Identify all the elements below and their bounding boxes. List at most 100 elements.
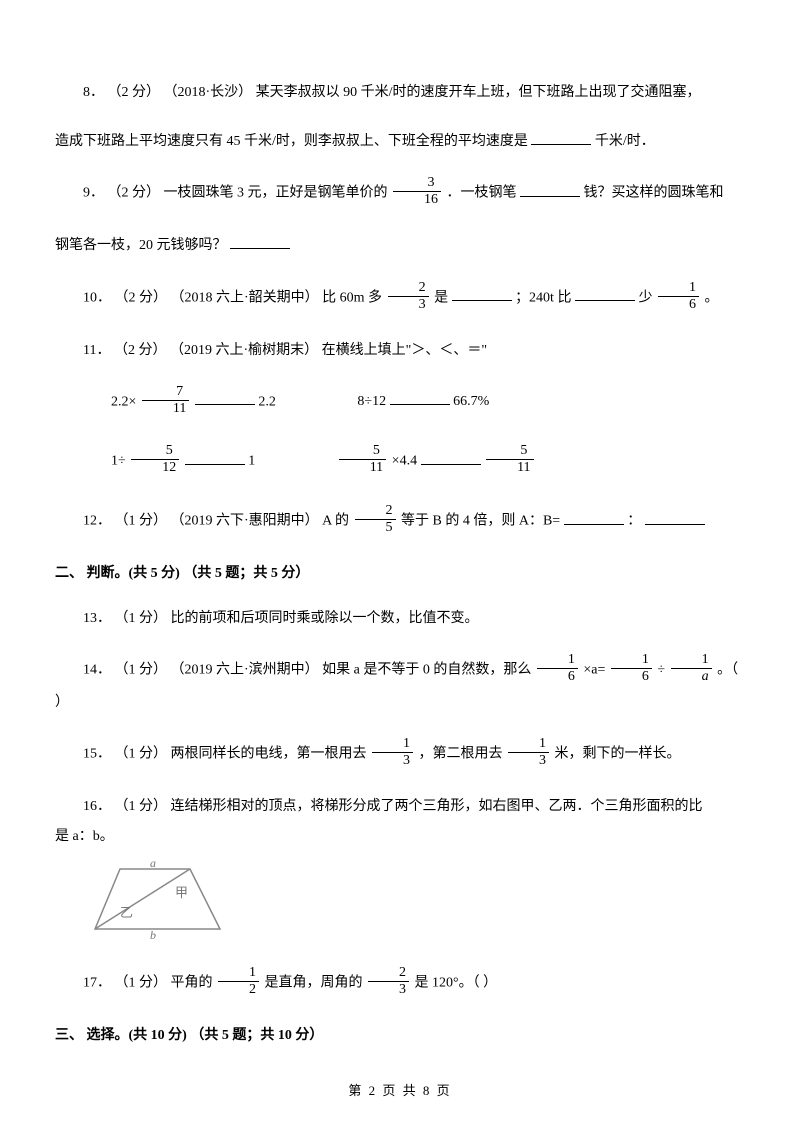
answer-blank[interactable] (452, 287, 512, 301)
eq-item: 1÷ 5 12 1 (83, 446, 255, 478)
question-9-line2: 钢笔各一枝，20 元钱够吗？ (55, 233, 745, 258)
q-text: 连结梯形相对的顶点，将梯形分成了两个三角形，如右图甲、乙两．个三角形面积的比 (171, 799, 703, 814)
label-yi: 乙 (120, 905, 133, 920)
question-12: 12． （1 分） （2019 六下·惠阳期中） A 的 2 5 等于 B 的 … (55, 506, 745, 537)
q-source: （2018·长沙） (164, 85, 253, 100)
question-9: 9． （2 分） 一枝圆珠笔 3 元，正好是钢笔单价的 3 16 ．一枝钢笔 钱… (55, 178, 745, 209)
question-11: 11． （2 分） （2019 六上·榆树期末） 在横线上填上"＞、＜、＝" (55, 338, 745, 363)
q-number: 14． (83, 663, 111, 678)
q-text: 钱？买这样的圆珠笔和 (584, 186, 724, 201)
q-text: 米，剩下的一样长。 (555, 747, 681, 762)
eq-item: 2.2× 7 11 2.2 (83, 387, 276, 419)
answer-blank[interactable] (575, 287, 635, 301)
q-text: ： (627, 514, 641, 529)
q-number: 17． (83, 976, 111, 991)
fraction: 1 3 (508, 737, 549, 768)
q-points: （1 分） (115, 514, 168, 529)
q-source: （2019 六下·惠阳期中） (171, 514, 319, 529)
q-points: （2 分） (108, 85, 161, 100)
fraction: 7 11 (142, 385, 189, 416)
q-text: 是直角，周角的 (265, 976, 367, 991)
q-points: （1 分） (115, 976, 168, 991)
question-10: 10． （2 分） （2018 六上·韶关期中） 比 60m 多 2 3 是 ；… (55, 283, 745, 314)
fraction: 1 6 (658, 281, 699, 312)
section-2-title: 二、 判断。(共 5 分) （共 5 题；共 5 分） (55, 561, 745, 586)
section-3-title: 三、 选择。(共 10 分) （共 5 题；共 10 分） (55, 1023, 745, 1048)
question-11-row2: 1÷ 5 12 1 5 11 ×4.4 5 11 (55, 446, 745, 478)
answer-blank[interactable] (520, 183, 580, 197)
q-text: 在横线上填上"＞、＜、＝" (322, 343, 487, 358)
question-11-row1: 2.2× 7 11 2.2 8÷12 66.7% (55, 387, 745, 419)
question-14: 14． （1 分） （2019 六上·滨州期中） 如果 a 是不等于 0 的自然… (55, 655, 745, 686)
question-8-line2: 造成下班路上平均速度只有 45 千米/时，则李叔叔上、下班全程的平均速度是 千米… (55, 129, 745, 154)
q-text: 钢笔各一枝，20 元钱够吗？ (55, 238, 227, 253)
fraction: 1 2 (218, 966, 259, 997)
q-points: （1 分） (115, 663, 168, 678)
q-number: 11． (83, 343, 110, 358)
q-text: A 的 (322, 514, 352, 529)
question-14-line2: ） (55, 690, 745, 715)
fraction: 1 6 (611, 653, 652, 684)
trapezoid-diagram: a 甲 乙 b (90, 859, 745, 948)
answer-blank[interactable] (195, 391, 255, 405)
page-footer: 第 2 页 共 8 页 (0, 1079, 800, 1102)
fraction: 5 12 (131, 444, 179, 475)
answer-blank[interactable] (564, 511, 624, 525)
q-text: 造成下班路上平均速度只有 45 千米/时，则李叔叔上、下班全程的平均速度是 (55, 134, 528, 149)
q-text: 如果 a 是不等于 0 的自然数，那么 (322, 663, 535, 678)
q-text: ×a= (583, 663, 609, 678)
q-number: 9． (83, 186, 104, 201)
q-text: 一枝圆珠笔 3 元，正好是钢笔单价的 (164, 186, 392, 201)
q-points: （2 分） (108, 186, 161, 201)
q-points: （1 分） (115, 611, 168, 626)
answer-blank[interactable] (645, 511, 705, 525)
answer-blank[interactable] (185, 451, 245, 465)
fraction: 1 a (671, 653, 712, 684)
q-text: 。（ (717, 663, 738, 678)
q-source: （2018 六上·韶关期中） (171, 290, 319, 305)
question-17: 17． （1 分） 平角的 1 2 是直角，周角的 2 3 是 120°。（ ） (55, 968, 745, 999)
fraction: 3 16 (393, 176, 441, 207)
q-text: 。 (704, 290, 718, 305)
q-text: 是 120°。（ ） (415, 976, 498, 991)
q-text: ） (55, 695, 69, 710)
q-text: ，第二根用去 (419, 747, 507, 762)
q-number: 10． (83, 290, 111, 305)
q-points: （1 分） (115, 799, 168, 814)
q-points: （2 分） (115, 290, 168, 305)
q-text: 是 a：b。 (55, 829, 114, 844)
q-points: （1 分） (115, 747, 168, 762)
fraction: 1 6 (537, 653, 578, 684)
q-text: 是 (434, 290, 448, 305)
question-13: 13． （1 分） 比的前项和后项同时乘或除以一个数，比值不变。 (55, 606, 745, 631)
fraction: 5 11 (486, 444, 533, 475)
fraction: 5 11 (339, 444, 386, 475)
q-number: 12． (83, 514, 111, 529)
q-points: （2 分） (114, 343, 167, 358)
eq-item: 8÷12 66.7% (329, 387, 489, 418)
answer-blank[interactable] (421, 451, 481, 465)
q-source: （2019 六上·榆树期末） (170, 343, 318, 358)
question-8: 8． （2 分） （2018·长沙） 某天李叔叔以 90 千米/时的速度开车上班… (55, 80, 745, 105)
answer-blank[interactable] (390, 391, 450, 405)
fraction: 2 5 (355, 504, 396, 535)
fraction: 2 3 (368, 966, 409, 997)
answer-blank[interactable] (531, 131, 591, 145)
q-source: （2019 六上·滨州期中） (171, 663, 319, 678)
eq-item: 5 11 ×4.4 5 11 (309, 446, 536, 478)
label-jia: 甲 (175, 885, 188, 900)
trapezoid-svg: a 甲 乙 b (90, 859, 230, 939)
q-number: 15． (83, 747, 111, 762)
q-text: 比的前项和后项同时乘或除以一个数，比值不变。 (171, 611, 479, 626)
q-text: 平角的 (171, 976, 217, 991)
answer-blank[interactable] (230, 235, 290, 249)
q-number: 8． (83, 85, 104, 100)
q-text: 等于 B 的 4 倍，则 A：B= (401, 514, 560, 529)
q-text: 比 60m 多 (322, 290, 385, 305)
question-16: 16． （1 分） 连结梯形相对的顶点，将梯形分成了两个三角形，如右图甲、乙两．… (55, 794, 745, 819)
q-text: ÷ (657, 663, 668, 678)
question-16-line2: 是 a：b。 (55, 824, 745, 849)
q-text: 两根同样长的电线，第一根用去 (171, 747, 371, 762)
label-a: a (150, 859, 156, 870)
q-number: 13． (83, 611, 111, 626)
